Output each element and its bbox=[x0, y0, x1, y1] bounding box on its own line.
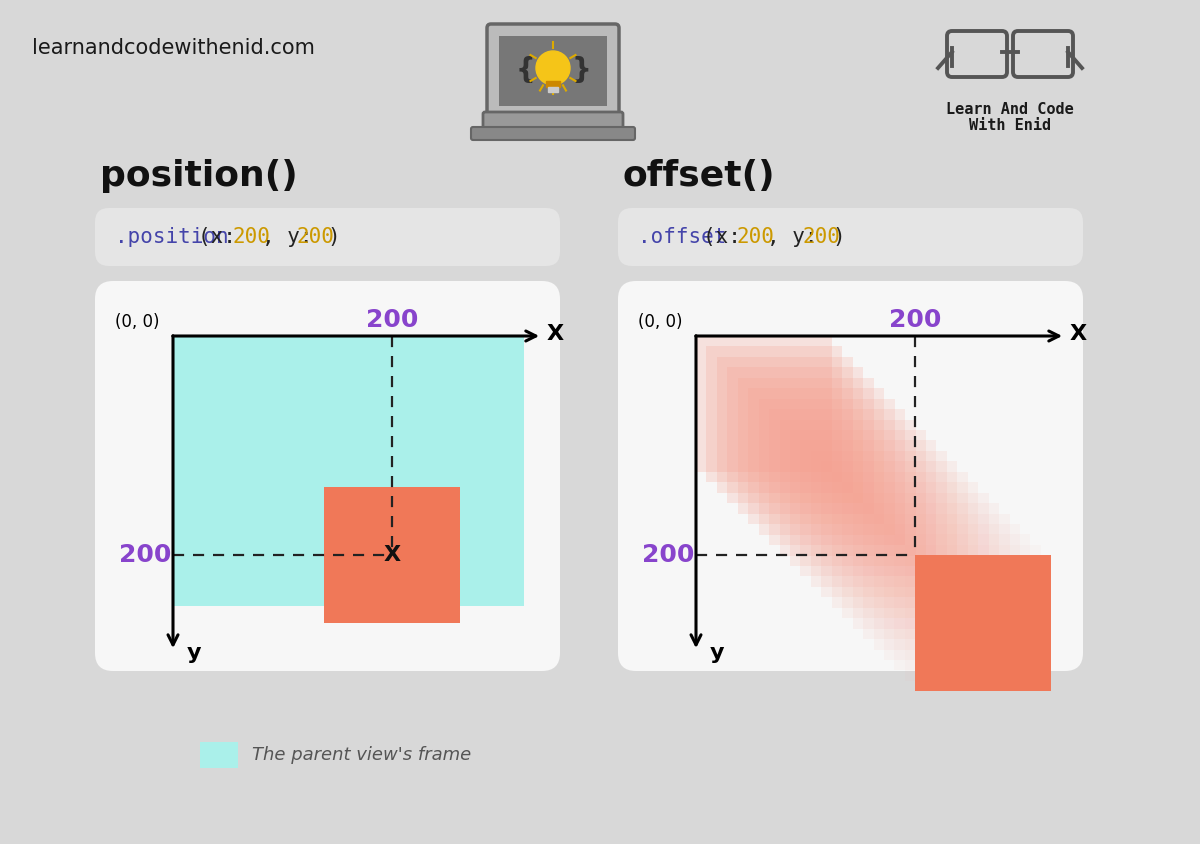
Bar bbox=[863, 503, 1000, 639]
Text: learnandcodewithenid.com: learnandcodewithenid.com bbox=[32, 38, 314, 58]
Bar bbox=[769, 409, 905, 545]
Text: }: } bbox=[571, 56, 590, 84]
Text: (0, 0): (0, 0) bbox=[115, 313, 160, 331]
Text: ): ) bbox=[326, 227, 340, 247]
Bar bbox=[916, 555, 1051, 691]
Bar bbox=[874, 514, 1009, 650]
Bar bbox=[738, 378, 874, 514]
Text: (x:: (x: bbox=[703, 227, 754, 247]
Text: 200: 200 bbox=[642, 544, 694, 567]
Text: y: y bbox=[710, 643, 725, 663]
Bar bbox=[758, 398, 895, 535]
Text: offset(): offset() bbox=[623, 159, 775, 193]
FancyBboxPatch shape bbox=[618, 281, 1084, 671]
Bar bbox=[324, 487, 461, 624]
FancyBboxPatch shape bbox=[470, 127, 635, 140]
Bar bbox=[749, 388, 884, 524]
Bar bbox=[821, 462, 958, 598]
Bar bbox=[894, 534, 1031, 670]
Text: 200: 200 bbox=[802, 227, 840, 247]
Bar bbox=[853, 493, 989, 629]
Text: 200: 200 bbox=[232, 227, 270, 247]
Bar bbox=[173, 336, 524, 606]
Text: X: X bbox=[384, 545, 401, 565]
Bar bbox=[548, 87, 558, 92]
Bar bbox=[696, 336, 832, 472]
Bar bbox=[916, 555, 1051, 691]
Bar bbox=[800, 441, 936, 576]
FancyBboxPatch shape bbox=[618, 208, 1084, 266]
Bar bbox=[716, 357, 853, 493]
Text: X: X bbox=[1070, 324, 1087, 344]
Text: With Enid: With Enid bbox=[968, 118, 1051, 133]
Bar bbox=[707, 346, 842, 483]
Text: 200: 200 bbox=[366, 308, 419, 332]
Text: , y:: , y: bbox=[262, 227, 325, 247]
Text: ): ) bbox=[832, 227, 845, 247]
FancyBboxPatch shape bbox=[95, 281, 560, 671]
FancyBboxPatch shape bbox=[95, 208, 560, 266]
Text: 200: 200 bbox=[119, 544, 172, 567]
Bar bbox=[499, 36, 607, 106]
Bar bbox=[884, 524, 1020, 660]
Bar bbox=[811, 451, 947, 587]
Text: .offset: .offset bbox=[638, 227, 726, 247]
Text: 200: 200 bbox=[737, 227, 775, 247]
Bar bbox=[780, 419, 916, 555]
Bar bbox=[905, 545, 1040, 681]
Bar bbox=[727, 367, 863, 503]
Bar bbox=[790, 430, 926, 566]
Text: {: { bbox=[515, 56, 535, 84]
Text: 200: 200 bbox=[889, 308, 942, 332]
FancyBboxPatch shape bbox=[482, 112, 623, 131]
Text: 200: 200 bbox=[298, 227, 335, 247]
Text: The parent view's frame: The parent view's frame bbox=[252, 746, 472, 764]
Bar bbox=[200, 742, 238, 768]
Text: Learn And Code: Learn And Code bbox=[946, 102, 1074, 117]
Bar bbox=[832, 472, 968, 608]
Text: y: y bbox=[187, 643, 202, 663]
Text: , y:: , y: bbox=[767, 227, 830, 247]
Text: .position: .position bbox=[115, 227, 229, 247]
Bar bbox=[546, 81, 560, 87]
Circle shape bbox=[536, 51, 570, 85]
Text: position(): position() bbox=[100, 159, 298, 193]
FancyBboxPatch shape bbox=[487, 24, 619, 117]
Bar bbox=[842, 482, 978, 619]
Text: (0, 0): (0, 0) bbox=[638, 313, 683, 331]
Text: X: X bbox=[547, 324, 564, 344]
Text: (x:: (x: bbox=[198, 227, 248, 247]
